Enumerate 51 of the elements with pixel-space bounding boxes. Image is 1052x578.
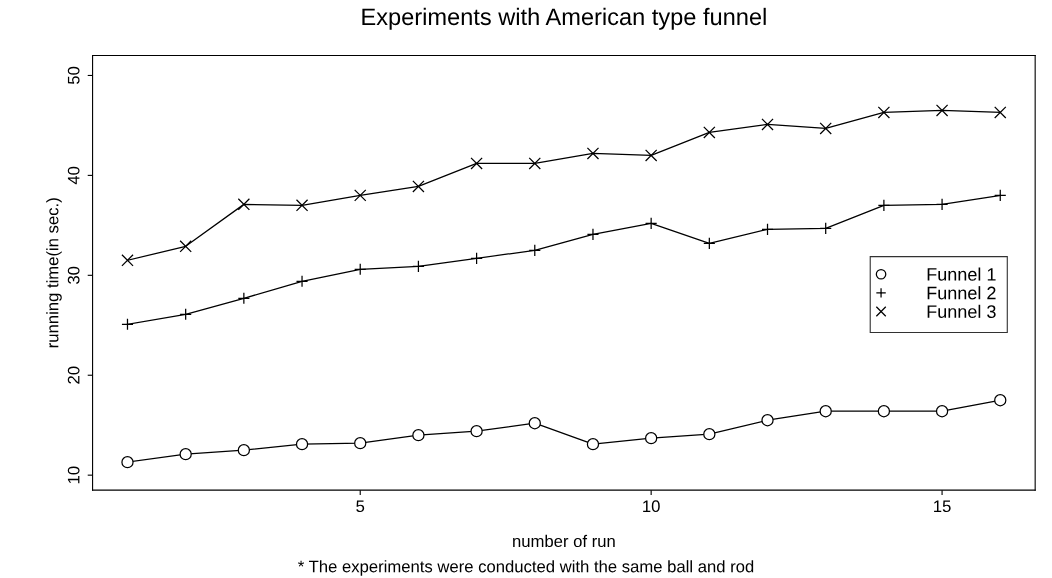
y-tick-label: 30	[67, 266, 80, 284]
point	[703, 428, 716, 441]
x-tick-label: 5	[356, 500, 365, 513]
x-tick-label: 10	[643, 500, 660, 513]
text: * The experiments were conducted with the same ball and rod	[298, 560, 754, 576]
point	[295, 437, 309, 451]
point	[703, 126, 716, 139]
point	[935, 104, 949, 117]
point	[295, 199, 309, 212]
point	[528, 157, 541, 170]
y-axis-title: running time(in sec.)	[46, 198, 62, 348]
y-tick-label: 40	[67, 166, 80, 185]
point	[121, 455, 134, 469]
legend-label: Funnel 3	[927, 304, 996, 319]
point	[354, 189, 367, 202]
point	[994, 394, 1007, 407]
point	[877, 106, 891, 119]
point	[121, 318, 134, 331]
point	[994, 106, 1007, 119]
point	[819, 122, 832, 135]
point	[528, 417, 541, 430]
point	[354, 436, 367, 450]
point	[761, 414, 774, 427]
point	[412, 260, 425, 273]
chart-title: Experiments with American type funnel	[362, 7, 766, 30]
x-axis-title: number of run	[513, 534, 615, 548]
y-tick-label: 10	[67, 466, 80, 484]
point	[994, 189, 1007, 202]
y-tick-label: 20	[67, 366, 80, 384]
point	[761, 223, 774, 236]
point	[644, 432, 658, 445]
y-tick-label: 50	[67, 66, 80, 85]
point	[412, 180, 425, 193]
point	[179, 447, 192, 461]
point	[644, 149, 658, 162]
legend-label: Funnel 2	[927, 286, 996, 300]
point	[237, 198, 251, 211]
point	[761, 118, 774, 131]
point	[179, 240, 192, 253]
point	[935, 405, 949, 418]
point	[470, 425, 483, 438]
point	[470, 157, 483, 170]
point	[412, 429, 425, 442]
legend-label: Funnel 1	[927, 267, 996, 281]
point	[819, 405, 832, 418]
point	[586, 437, 600, 451]
point	[877, 405, 891, 418]
x-tick-label: 15	[934, 500, 951, 513]
point	[121, 254, 134, 267]
point	[586, 147, 600, 160]
point	[237, 443, 251, 457]
